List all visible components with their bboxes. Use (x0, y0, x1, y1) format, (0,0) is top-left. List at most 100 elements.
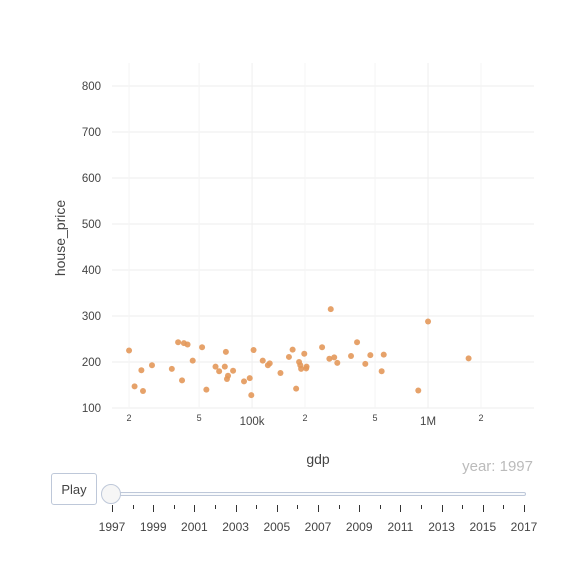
slider-tick (173, 505, 175, 509)
x-minor-tick-label-3: 5 (373, 413, 378, 423)
data-point-15[interactable] (221, 363, 228, 370)
data-point-2[interactable] (138, 367, 145, 374)
x-minor-tick-label-0: 2 (127, 413, 132, 423)
x-major-tick-label-0: 100k (240, 416, 265, 428)
slider-step-label-2015[interactable]: 2015 (469, 520, 497, 534)
data-point-33[interactable] (298, 365, 305, 372)
data-point-37[interactable] (319, 344, 326, 351)
data-point-19[interactable] (230, 367, 237, 374)
data-point-16[interactable] (222, 348, 229, 355)
y-tick-label-300: 300 (82, 311, 101, 323)
x-axis-ticks: 100k 1M 2 5 2 5 2 (127, 413, 484, 428)
slider-step-label-1999[interactable]: 1999 (139, 520, 167, 534)
data-point-24[interactable] (259, 357, 266, 364)
play-button[interactable]: Play (51, 473, 97, 505)
y-tick-label-800: 800 (82, 81, 101, 93)
data-point-34[interactable] (301, 350, 308, 357)
slider-tick (462, 505, 464, 509)
data-point-21[interactable] (246, 375, 253, 382)
data-point-29[interactable] (289, 346, 296, 353)
data-point-49[interactable] (425, 318, 432, 325)
data-point-48[interactable] (415, 387, 422, 394)
x-minor-tick-label-4: 2 (479, 413, 484, 423)
data-point-10[interactable] (189, 357, 196, 364)
slider-tick (482, 505, 484, 512)
frame-slider-labels: 1997 1999 2001 2003 2005 2007 2009 2011 2013 2015… (0, 505, 584, 545)
data-point-7[interactable] (179, 377, 186, 384)
slider-tick (503, 505, 505, 509)
data-point-50[interactable] (465, 355, 472, 362)
slider-step-label-2009[interactable]: 2009 (345, 520, 373, 534)
y-axis-ticks: 100 200 300 400 500 600 700 800 (82, 81, 101, 415)
frame-slider-handle[interactable] (101, 484, 121, 504)
current-frame-label: year: 1997 (462, 458, 533, 475)
data-point-1[interactable] (131, 383, 138, 390)
data-point-3[interactable] (139, 387, 146, 394)
x-minor-tick-label-1: 5 (197, 413, 202, 423)
data-point-23[interactable] (250, 347, 257, 354)
slider-step-label-2005[interactable]: 2005 (263, 520, 291, 534)
slider-tick (338, 505, 340, 509)
slider-tick (421, 505, 422, 509)
data-point-4[interactable] (148, 362, 155, 369)
y-tick-label-700: 700 (82, 127, 101, 139)
data-point-47[interactable] (380, 351, 387, 358)
data-point-6[interactable] (175, 339, 182, 346)
slider-step-label-2003[interactable]: 2003 (222, 520, 249, 534)
slider-tick (379, 505, 381, 509)
slider-step-label-2013[interactable]: 2013 (428, 520, 455, 534)
data-point-45[interactable] (367, 352, 374, 359)
slider-tick (400, 505, 402, 512)
y-tick-label-500: 500 (82, 219, 101, 231)
slider-step-label-2011[interactable]: 2011 (387, 520, 414, 534)
y-axis-title: house_price (52, 200, 68, 276)
data-point-28[interactable] (285, 353, 292, 360)
slider-tick (524, 505, 525, 512)
slider-tick (132, 505, 134, 509)
slider-tick (318, 505, 319, 512)
slider-step-label-2017[interactable]: 2017 (510, 520, 538, 534)
data-point-27[interactable] (277, 370, 284, 377)
slider-tick (441, 505, 443, 512)
data-point-41[interactable] (334, 359, 341, 366)
data-point-22[interactable] (248, 392, 255, 399)
data-point-36[interactable] (303, 363, 310, 370)
gridlines (112, 63, 534, 409)
frame-slider-track[interactable] (112, 492, 526, 496)
data-point-9[interactable] (184, 341, 191, 348)
data-point-5[interactable] (168, 365, 175, 372)
y-tick-label-200: 200 (82, 357, 101, 369)
data-point-38[interactable] (326, 355, 333, 362)
data-point-11[interactable] (199, 344, 206, 351)
data-point-26[interactable] (266, 360, 273, 367)
slider-tick (153, 505, 155, 512)
data-point-20[interactable] (241, 378, 248, 385)
data-point-42[interactable] (348, 353, 355, 360)
y-tick-label-100: 100 (82, 403, 101, 415)
y-tick-label-600: 600 (82, 173, 101, 185)
data-points (126, 306, 472, 399)
slider-tick (359, 505, 361, 512)
slider-tick (276, 505, 278, 512)
data-point-39[interactable] (327, 306, 334, 313)
y-tick-label-400: 400 (82, 265, 101, 277)
slider-tick (297, 505, 299, 509)
slider-tick (215, 505, 216, 509)
slider-tick (112, 505, 113, 512)
data-point-18[interactable] (225, 372, 232, 379)
data-point-40[interactable] (331, 354, 338, 361)
slider-tick (194, 505, 196, 512)
data-point-12[interactable] (203, 386, 210, 393)
slider-step-label-2001[interactable]: 2001 (181, 520, 208, 534)
x-major-tick-label-1: 1M (420, 416, 436, 428)
data-point-14[interactable] (216, 368, 223, 375)
slider-step-label-1997[interactable]: 1997 (98, 520, 126, 534)
data-point-30[interactable] (293, 385, 300, 392)
data-point-46[interactable] (378, 368, 385, 375)
data-point-13[interactable] (212, 363, 219, 370)
data-point-0[interactable] (126, 347, 133, 354)
data-point-43[interactable] (354, 339, 361, 346)
data-point-44[interactable] (362, 360, 369, 367)
x-minor-tick-label-2: 2 (303, 413, 308, 423)
slider-step-label-2007[interactable]: 2007 (304, 520, 332, 534)
